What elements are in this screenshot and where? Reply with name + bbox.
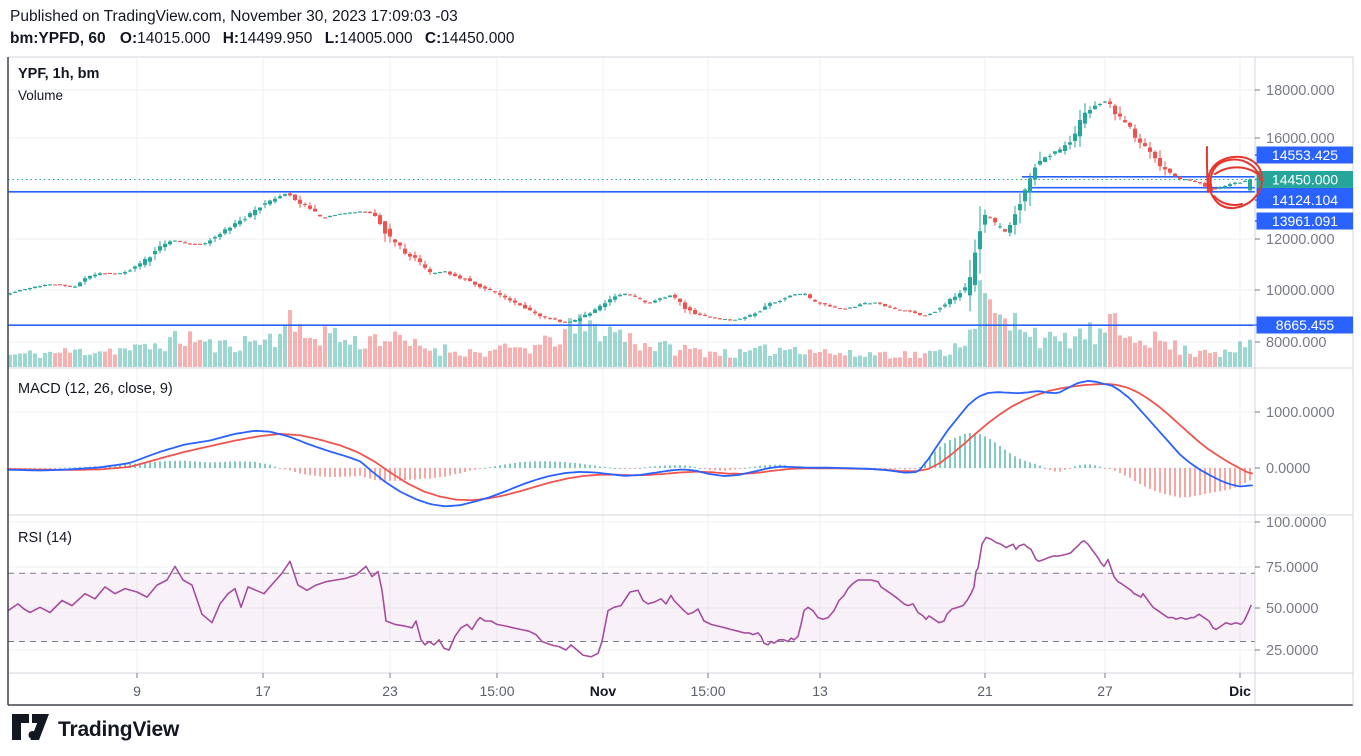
svg-text:75.0000: 75.0000 xyxy=(1266,560,1318,576)
svg-text:21: 21 xyxy=(977,683,993,699)
svg-text:15:00: 15:00 xyxy=(690,683,725,699)
price-badge: 14553.425 xyxy=(1255,146,1353,164)
price-badge: 13961.091 xyxy=(1255,212,1353,230)
open-label: O: xyxy=(119,30,138,47)
svg-text:8000.000: 8000.000 xyxy=(1266,335,1326,351)
svg-text:16000.000: 16000.000 xyxy=(1266,131,1335,147)
price-badge: 14450.000 xyxy=(1255,170,1353,188)
open-value: 14015.000 xyxy=(137,30,211,47)
svg-text:13961.091: 13961.091 xyxy=(1272,213,1338,229)
macd-layer xyxy=(7,380,1253,508)
svg-text:17: 17 xyxy=(255,683,271,699)
svg-text:10000.000: 10000.000 xyxy=(1266,283,1335,299)
low-value: 14005.000 xyxy=(339,30,413,47)
volume-bars xyxy=(8,280,1252,367)
gridlines xyxy=(8,57,1255,673)
clipped-price-badge xyxy=(1256,187,1353,193)
high-value: 14499.950 xyxy=(239,30,313,47)
svg-text:100.0000: 100.0000 xyxy=(1266,515,1326,531)
tradingview-footer-link[interactable]: TradingView xyxy=(12,714,179,745)
symbol-interval: bm:YPFD, 60 xyxy=(10,30,106,47)
svg-text:14553.425: 14553.425 xyxy=(1272,147,1338,163)
price-axis[interactable]: 18000.000 16000.000 12000.000 10000.000 8000… xyxy=(1255,83,1353,659)
svg-text:15:00: 15:00 xyxy=(479,683,514,699)
panel-separators xyxy=(7,56,1354,706)
close-label: C: xyxy=(424,30,442,47)
svg-text:27: 27 xyxy=(1097,683,1113,699)
svg-text:12000.000: 12000.000 xyxy=(1266,232,1335,248)
price-badge: 8665.455 xyxy=(1255,316,1353,334)
close-value: 14450.000 xyxy=(441,30,515,47)
svg-text:50.0000: 50.0000 xyxy=(1266,601,1318,617)
rsi-layer xyxy=(7,536,1255,658)
svg-text:13: 13 xyxy=(812,683,828,699)
price-badge: 14124.104 xyxy=(1255,191,1353,209)
svg-text:Dic: Dic xyxy=(1229,683,1251,699)
header: Published on TradingView.com, November 3… xyxy=(10,6,515,50)
low-label: L: xyxy=(324,30,340,47)
legend-volume: Volume xyxy=(18,88,63,103)
svg-text:18000.000: 18000.000 xyxy=(1266,83,1335,99)
svg-text:23: 23 xyxy=(382,683,398,699)
svg-text:1000.0000: 1000.0000 xyxy=(1266,405,1335,421)
time-axis[interactable]: 9 17 23 15:00 Nov 15:00 13 21 27 Dic xyxy=(133,673,1251,699)
svg-text:14450.000: 14450.000 xyxy=(1272,171,1338,187)
tradingview-logo-icon xyxy=(12,714,49,745)
annotation-ellipse xyxy=(1205,146,1264,210)
high-label: H: xyxy=(222,30,240,47)
svg-text:14124.104: 14124.104 xyxy=(1272,192,1338,208)
svg-text:0.0000: 0.0000 xyxy=(1266,461,1310,477)
legend-macd: MACD (12, 26, close, 9) xyxy=(18,381,173,397)
legend-rsi: RSI (14) xyxy=(18,530,72,546)
svg-text:25.0000: 25.0000 xyxy=(1266,643,1318,659)
legend-symbol: YPF, 1h, bm xyxy=(18,66,99,82)
svg-text:9: 9 xyxy=(133,683,141,699)
svg-text:Nov: Nov xyxy=(590,683,617,699)
level-lines xyxy=(8,176,1255,327)
svg-text:8665.455: 8665.455 xyxy=(1276,317,1335,333)
published-line: Published on TradingView.com, November 3… xyxy=(10,8,458,25)
tradingview-brand: TradingView xyxy=(58,717,180,741)
pane-legends: YPF, 1h, bm Volume MACD (12, 26, close, 9)… xyxy=(18,66,173,546)
symbol-ohlc-line: bm:YPFD, 60 O:14015.000 H:14499.950 L:14… xyxy=(10,28,515,50)
